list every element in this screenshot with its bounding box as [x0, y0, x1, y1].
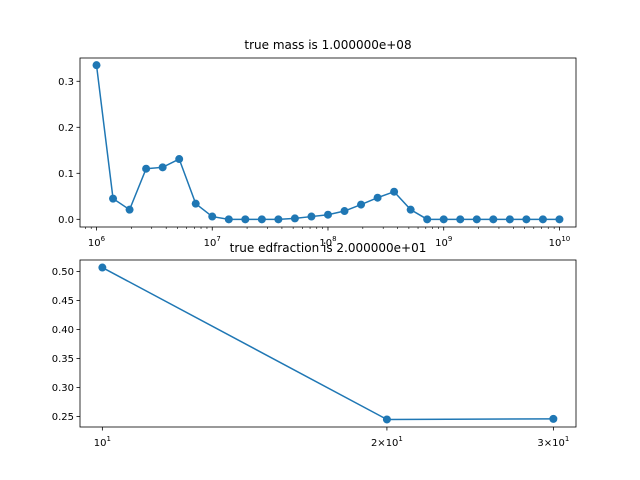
top-data-point	[257, 215, 266, 224]
bottom-subplot-frame	[79, 259, 577, 428]
top-y-tick-label: 0.2	[58, 123, 74, 134]
top-y-tick-label: 0.1	[58, 169, 74, 180]
top-x-tick-label: 1010	[549, 235, 571, 249]
bottom-data-point	[549, 414, 558, 423]
bottom-y-tick-label: 0.35	[52, 354, 74, 365]
bottom-x-tick-label: 2×101	[371, 435, 403, 449]
top-data-point	[142, 164, 151, 173]
top-data-point	[92, 61, 101, 70]
top-x-tick-label: 107	[204, 235, 221, 249]
bottom-subplot: true edfraction is 2.000000e+01 0.25 0.30…	[52, 241, 577, 449]
top-data-point	[390, 187, 399, 196]
bottom-data-point	[98, 263, 107, 272]
top-data-point	[439, 215, 448, 224]
top-data-point	[538, 215, 547, 224]
top-subplot-plot-area: 0.0 0.1 0.2 0.3 106 107 108 109 1010	[58, 61, 570, 249]
top-data-point	[274, 215, 283, 224]
top-subplot: true mass is 1.000000e+08 0.0 0.1 0.2 0.3 10…	[58, 38, 577, 249]
top-x-tick-label: 106	[88, 235, 106, 249]
top-data-point	[472, 215, 481, 224]
top-y-tick-label: 0.0	[58, 215, 74, 226]
bottom-x-tick-label: 101	[94, 435, 111, 449]
top-data-point	[158, 163, 167, 172]
bottom-y-tick-label: 0.40	[52, 325, 74, 336]
bottom-y-tick-label: 0.50	[52, 267, 74, 278]
top-data-point	[357, 200, 366, 209]
top-data-point	[175, 155, 184, 164]
bottom-x-tick-label: 3×101	[537, 435, 569, 449]
top-data-point	[489, 215, 498, 224]
bottom-subplot-title: true edfraction is 2.000000e+01	[230, 241, 427, 255]
top-data-point	[208, 212, 217, 221]
top-data-point	[505, 215, 514, 224]
top-y-tick-label: 0.3	[58, 77, 74, 88]
top-data-point	[125, 205, 134, 214]
top-data-point	[323, 210, 332, 219]
top-x-tick-label: 108	[319, 235, 336, 249]
top-x-tick-label: 109	[435, 235, 452, 249]
bottom-data-point	[382, 415, 391, 424]
top-data-point	[373, 193, 382, 202]
bottom-y-tick-label: 0.25	[52, 412, 74, 423]
top-data-point	[241, 215, 250, 224]
top-data-point	[307, 212, 316, 221]
top-subplot-frame	[79, 57, 577, 228]
top-data-point	[224, 215, 233, 224]
top-data-point	[423, 215, 432, 224]
top-data-point	[340, 207, 349, 216]
top-data-point	[109, 194, 118, 203]
top-data-point	[456, 215, 465, 224]
top-data-point	[290, 214, 299, 223]
bottom-y-tick-label: 0.30	[52, 383, 74, 394]
top-subplot-title: true mass is 1.000000e+08	[244, 38, 411, 52]
top-data-point	[522, 215, 531, 224]
top-data-point	[406, 205, 415, 214]
bottom-y-tick-label: 0.45	[52, 296, 74, 307]
bottom-subplot-plot-area: 0.25 0.30 0.35 0.40 0.45 0.50 101 2×101 3×101	[52, 263, 569, 449]
top-data-point	[191, 199, 200, 208]
top-data-point	[555, 215, 564, 224]
